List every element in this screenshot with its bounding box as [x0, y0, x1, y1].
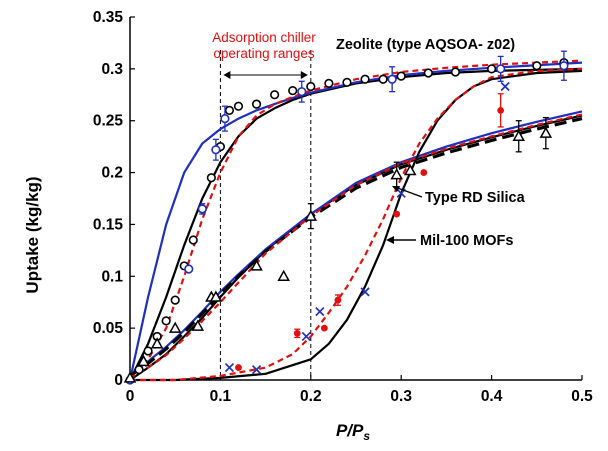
- zeolite-point-circle: [297, 87, 307, 97]
- silica-pointer-line: [394, 186, 423, 198]
- x-axis-label-sub: s: [363, 429, 370, 443]
- silica-line-black-dashed: [129, 117, 583, 378]
- x-axis-label: P/Ps: [336, 421, 370, 443]
- zeolite-point-circle: [532, 61, 542, 71]
- zeolite-point-circle: [423, 68, 433, 78]
- y-tick-label: 0: [114, 372, 123, 389]
- axes: [129, 16, 583, 381]
- zeolite-point-circle: [270, 90, 280, 100]
- range-arrow-left: [223, 71, 231, 79]
- y-tick-label: 0.3: [101, 61, 123, 78]
- range-title-line-2: operating ranges: [213, 46, 315, 61]
- zeolite-line-black-solid: [129, 67, 583, 381]
- zeolite-point-circle: [360, 74, 370, 84]
- zeolite-point-circle: [487, 64, 497, 74]
- x-axis-label-main: P/P: [336, 421, 364, 440]
- zeolite-point-circle: [396, 71, 406, 81]
- silica-point-triangle: [277, 269, 290, 282]
- silica-point-triangle: [150, 337, 164, 349]
- silica-point-triangle: [390, 168, 403, 180]
- series-markers: [123, 50, 569, 385]
- zeolite-point-circle: [220, 114, 230, 124]
- zeolite-line-red-dashed: [129, 59, 583, 381]
- mof-point-cross: [251, 365, 262, 375]
- mof-point-cross: [500, 81, 510, 92]
- y-tick-label: 0.2: [101, 165, 123, 182]
- silica-point-triangle: [250, 259, 263, 271]
- silica-point-triangle: [191, 319, 205, 331]
- zeolite-point-circle: [559, 61, 569, 71]
- mof-line-black-solid: [130, 69, 583, 382]
- x-tick-label: 0.3: [390, 388, 412, 405]
- silica-point-triangle: [512, 129, 525, 142]
- zeolite-point-circle: [197, 204, 207, 214]
- x-tick-label: 0: [126, 388, 135, 405]
- mof-label: Mil-100 MOFs: [420, 233, 513, 249]
- y-tick-label: 0.05: [93, 320, 124, 337]
- mof-point-dot: [334, 296, 342, 304]
- x-tick-label: 0.4: [481, 388, 503, 405]
- range-title-line-1: Adsorption chiller: [212, 30, 316, 45]
- silica-pointer-head: [392, 186, 400, 192]
- zeolite-point-circle: [206, 173, 216, 183]
- zeolite-point-circle: [324, 78, 334, 88]
- zeolite-point-circle: [134, 365, 144, 375]
- silica-line-red-dashed: [129, 113, 583, 379]
- zeolite-point-circle: [378, 74, 388, 84]
- x-tick-label: 0.1: [210, 388, 232, 405]
- silica-point-triangle: [304, 209, 318, 221]
- mof-point-dot: [420, 169, 428, 176]
- zeolite-line-blue-solid: [128, 61, 583, 381]
- zeolite-point-circle: [224, 105, 235, 115]
- silica-point-triangle: [539, 126, 553, 138]
- y-tick-label: 0.35: [93, 9, 124, 26]
- mof-point-cross: [360, 287, 370, 297]
- silica-point-triangle: [168, 321, 182, 333]
- y-axis-label: Uptake (kg/kg): [23, 176, 42, 293]
- zeolite-point-circle: [184, 264, 194, 274]
- silica-point-triangle: [209, 290, 223, 302]
- silica-line-black-solid: [129, 114, 583, 381]
- zeolite-point-circle: [450, 67, 461, 77]
- annotations: [386, 186, 423, 244]
- mof-pointer-head: [386, 236, 394, 244]
- zeolite-point-circle: [387, 74, 397, 84]
- zeolite-point-circle: [251, 99, 262, 109]
- silica-point-triangle: [403, 163, 417, 176]
- zeolite-point-circle: [288, 86, 298, 96]
- mof-point-dot: [293, 329, 301, 337]
- mof-point-cross: [315, 306, 325, 317]
- mof-point-cross: [224, 362, 235, 373]
- tick-labels: 0 0.1 0.2 0.3 0.4 0.5 0 0.05 0.1 0.15 0.2 0.25 0.3 0.…: [93, 9, 593, 405]
- mof-point-dot: [497, 106, 505, 114]
- series-lines: [128, 59, 583, 382]
- zeolite-point-circle: [211, 145, 221, 155]
- x-tick-label: 0.5: [571, 388, 593, 405]
- operating-range: [219, 50, 312, 380]
- silica-point-triangle: [137, 354, 150, 367]
- zeolite-point-circle: [342, 77, 352, 87]
- zeolite-point-circle: [170, 295, 180, 305]
- mof-line-red-dashed: [130, 67, 583, 382]
- mof-point-dot: [235, 364, 242, 371]
- range-arrow-right: [300, 71, 308, 79]
- mof-point-dot: [320, 324, 328, 332]
- zeolite-point-circle: [188, 235, 198, 245]
- silica-label: Type RD Silica: [425, 190, 526, 206]
- zeolite-label: Zeolite (type AQSOA- z02): [336, 37, 515, 53]
- y-tick-label: 0.15: [93, 216, 124, 233]
- zeolite-point-circle: [143, 346, 153, 356]
- x-tick-label: 0.2: [300, 388, 322, 405]
- zeolite-point-circle: [306, 81, 316, 92]
- zeolite-point-circle: [161, 316, 171, 326]
- y-tick-label: 0.25: [93, 113, 124, 130]
- zeolite-point-circle: [496, 64, 506, 74]
- mof-point-cross: [301, 331, 311, 342]
- silica-point-triangle: [123, 371, 137, 383]
- y-tick-label: 0.1: [101, 268, 123, 285]
- zeolite-point-circle: [233, 101, 244, 111]
- mof-point-dot: [393, 210, 401, 218]
